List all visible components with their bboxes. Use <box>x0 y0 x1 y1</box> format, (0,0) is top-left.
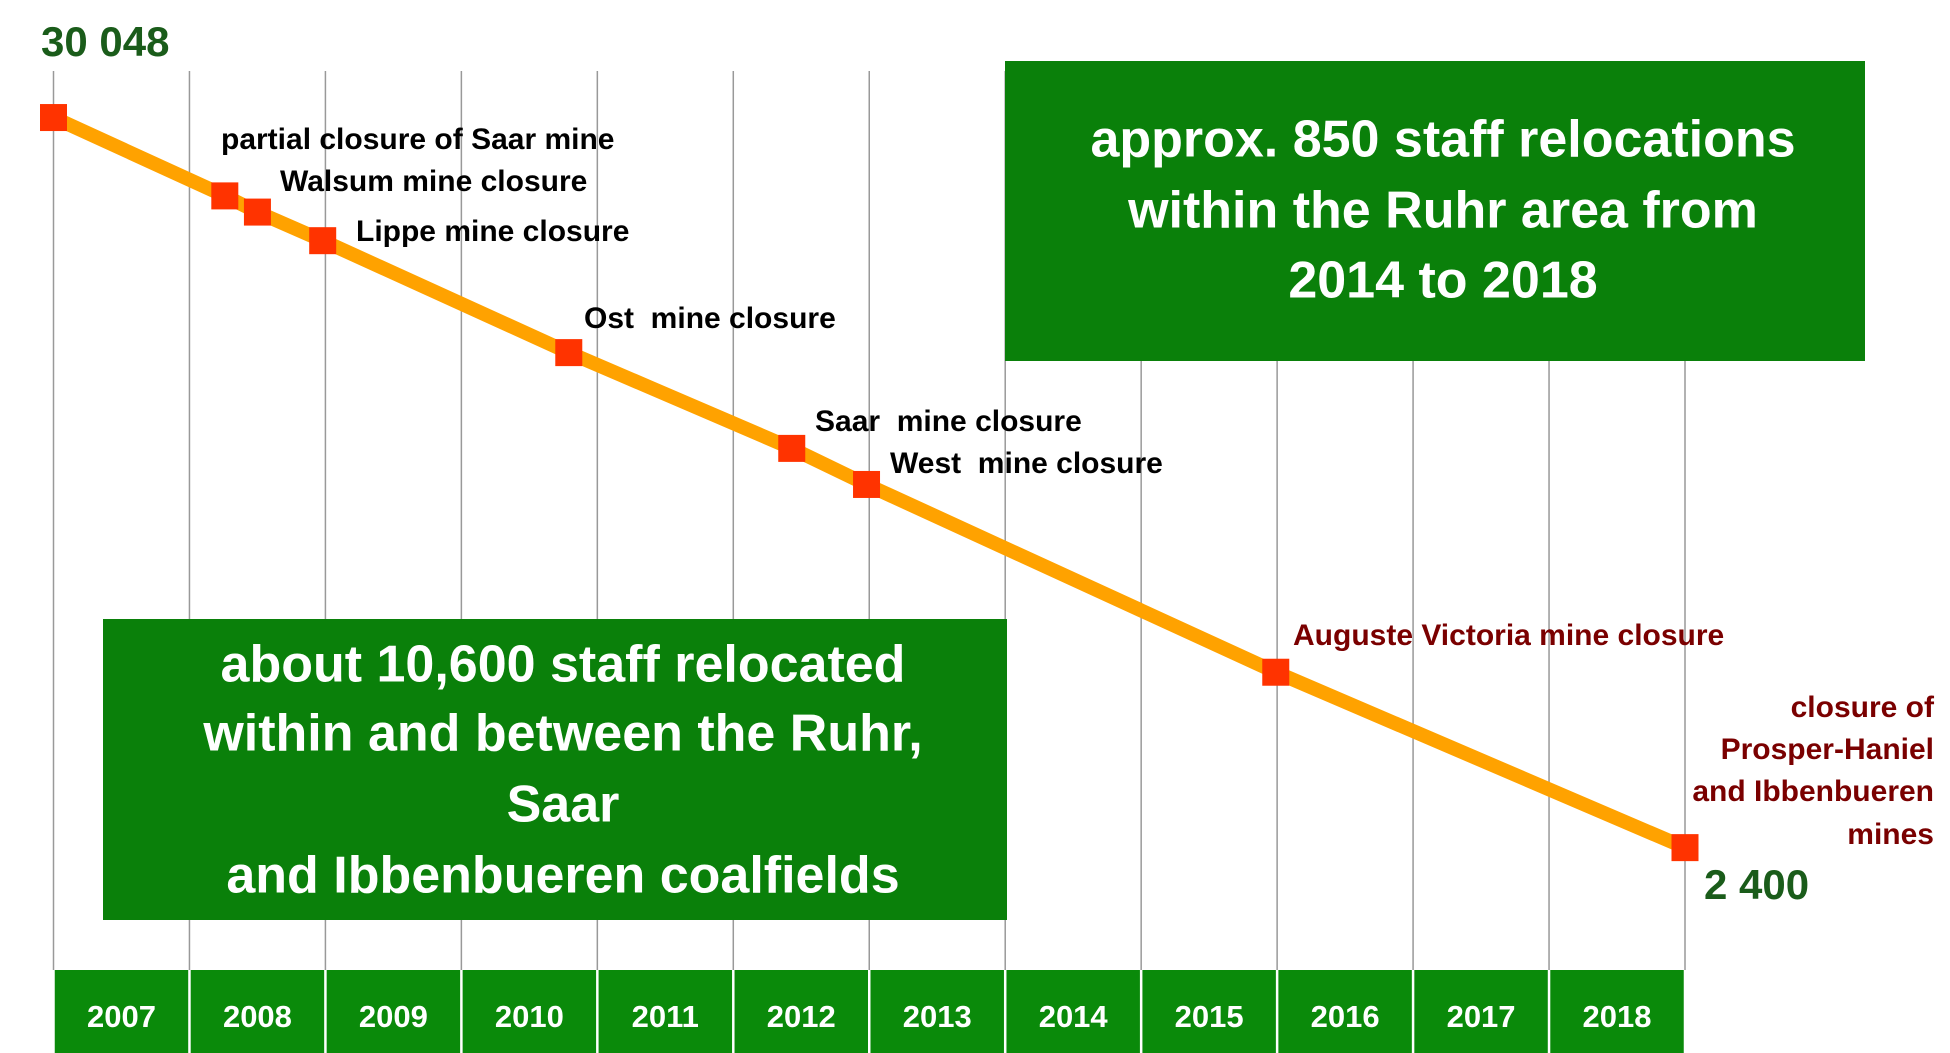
marker <box>1262 658 1290 686</box>
info-box-text: within and between the Ruhr, <box>202 705 922 763</box>
x-category-label: 2014 <box>1039 999 1109 1034</box>
annotation: partial closure of Saar mine <box>221 123 614 156</box>
annotation: Walsum mine closure <box>280 165 587 198</box>
marker <box>853 470 881 498</box>
annotation: West mine closure <box>890 447 1163 480</box>
info-box-text: and Ibbenbueren coalfields <box>226 847 899 905</box>
marker <box>778 434 806 462</box>
x-category-label: 2012 <box>767 999 836 1034</box>
x-category-label: 2010 <box>495 999 564 1034</box>
annotation: Lippe mine closure <box>356 215 629 248</box>
annotation: Auguste Victoria mine closure <box>1293 619 1724 652</box>
annotation: closure of <box>1791 691 1935 724</box>
marker <box>243 198 271 226</box>
x-category-label: 2017 <box>1447 999 1516 1034</box>
value-label: 2 400 <box>1704 861 1809 908</box>
marker <box>309 227 337 255</box>
info-box-text: 2014 to 2018 <box>1288 252 1597 310</box>
x-category-label: 2009 <box>359 999 428 1034</box>
marker <box>555 339 583 367</box>
value-label: 30 048 <box>41 18 169 65</box>
marker <box>40 104 67 132</box>
x-category-label: 2015 <box>1175 999 1244 1034</box>
info-box-text: about 10,600 staff relocated <box>221 636 906 694</box>
marker <box>211 182 239 210</box>
marker <box>1671 834 1699 862</box>
x-category-label: 2013 <box>903 999 972 1034</box>
x-category-label: 2008 <box>223 999 292 1034</box>
x-category-label: 2018 <box>1583 999 1652 1034</box>
info-box <box>1005 61 1865 361</box>
x-category-label: 2007 <box>87 999 156 1034</box>
annotation: Ost mine closure <box>584 302 836 335</box>
info-box <box>103 619 1007 920</box>
info-box-text: Saar <box>507 776 620 834</box>
x-category-label: 2016 <box>1311 999 1380 1034</box>
annotation: Prosper-Haniel <box>1721 733 1934 766</box>
annotation: mines <box>1847 818 1934 851</box>
info-box-text: approx. 850 staff relocations <box>1090 111 1795 169</box>
x-category-label: 2011 <box>632 999 699 1034</box>
annotation: Saar mine closure <box>815 405 1082 438</box>
info-box-text: within the Ruhr area from <box>1127 182 1758 240</box>
annotation: and Ibbenbueren <box>1692 775 1934 808</box>
